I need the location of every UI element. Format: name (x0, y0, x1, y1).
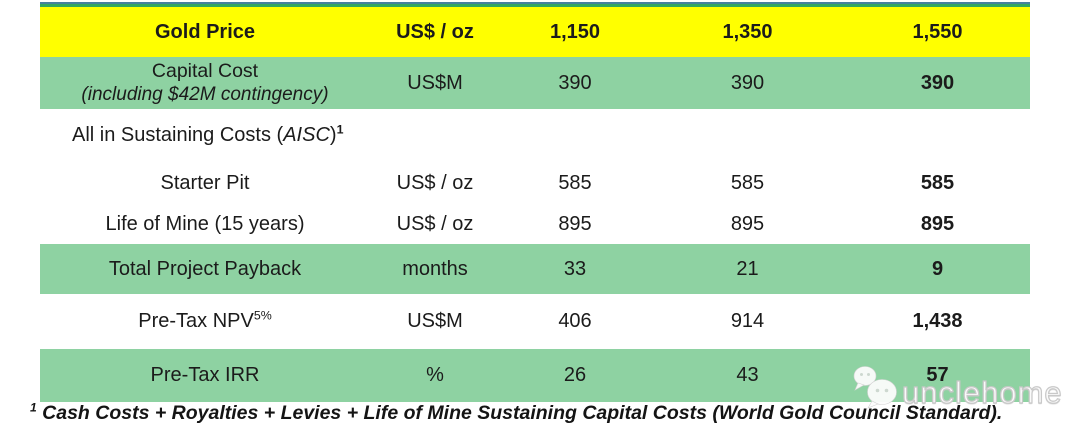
aisc-label-italic: AISC (283, 124, 330, 146)
aisc-label: All in Sustaining Costs (AISC)1 (40, 123, 650, 148)
capital-cost-sublabel: (including $42M contingency) (81, 84, 329, 106)
npv-unit: US$M (407, 310, 463, 332)
header-label: Gold Price (154, 20, 256, 43)
capital-cost-label-main: Capital Cost (151, 59, 259, 82)
capital-cost-value-3: 390 (920, 71, 955, 94)
irr-label: Pre-Tax IRR (150, 364, 260, 386)
aisc-label-superscript: 1 (336, 122, 344, 137)
npv-value-3: 1,438 (912, 310, 963, 332)
payback-value-3: 9 (931, 257, 944, 280)
table-row-capital-cost: Capital Cost (including $42M contingency… (40, 57, 1030, 109)
table-row-starter-pit: Starter Pit US$ / oz 585 585 585 (40, 162, 1030, 204)
header-value-1350: 1,350 (722, 20, 773, 43)
header-value-1550: 1,550 (912, 20, 963, 43)
life-of-mine-label: Life of Mine (15 years) (105, 212, 305, 235)
starter-pit-value-1: 585 (558, 171, 592, 194)
life-of-mine-unit: US$ / oz (396, 212, 474, 235)
table-row-npv: Pre-Tax NPV5% US$M 406 914 1,438 (40, 294, 1030, 349)
payback-unit: months (402, 257, 468, 280)
table-row-aisc-header: All in Sustaining Costs (AISC)1 (40, 109, 1030, 162)
aisc-label-suffix: ) (329, 124, 337, 146)
payback-value-2: 21 (736, 257, 759, 280)
header-unit: US$ / oz (396, 20, 474, 43)
table-row-life-of-mine: Life of Mine (15 years) US$ / oz 895 895… (40, 204, 1030, 244)
footnote: 1 Cash Costs + Royalties + Levies + Life… (30, 400, 1003, 425)
starter-pit-label: Starter Pit (160, 171, 250, 194)
capital-cost-unit: US$M (407, 71, 463, 94)
life-of-mine-value-1: 895 (558, 212, 592, 235)
starter-pit-unit: US$ / oz (396, 171, 474, 194)
capital-cost-value-2: 390 (730, 71, 765, 94)
wechat-icon (853, 366, 897, 409)
table-row-payback: Total Project Payback months 33 21 9 (40, 244, 1030, 294)
capital-cost-value-1: 390 (558, 71, 592, 94)
npv-label-superscript: 5% (253, 308, 272, 323)
starter-pit-value-2: 585 (730, 171, 765, 194)
npv-label-main: Pre-Tax NPV (138, 310, 254, 332)
starter-pit-value-3: 585 (920, 171, 955, 194)
aisc-label-prefix: All in Sustaining Costs ( (72, 124, 284, 146)
npv-label: Pre-Tax NPV5% (40, 309, 370, 334)
payback-value-1: 33 (563, 257, 587, 280)
table-header-row: Gold Price US$ / oz 1,150 1,350 1,550 (40, 7, 1030, 57)
irr-value-2: 43 (736, 364, 759, 386)
irr-value-1: 26 (563, 364, 587, 386)
capital-cost-label: Capital Cost (including $42M contingency… (40, 59, 370, 107)
life-of-mine-value-3: 895 (920, 212, 955, 235)
payback-label: Total Project Payback (108, 257, 302, 280)
npv-value-1: 406 (558, 310, 592, 332)
watermark: unclehome (852, 364, 1063, 410)
gold-price-sensitivity-table: Gold Price US$ / oz 1,150 1,350 1,550 Ca… (40, 2, 1030, 402)
irr-value-3: 57 (926, 364, 949, 386)
header-value-1150: 1,150 (549, 20, 601, 43)
footnote-superscript: 1 (30, 400, 37, 415)
npv-value-2: 914 (730, 310, 765, 332)
watermark-text: unclehome (901, 375, 1063, 410)
footnote-text: Cash Costs + Royalties + Levies + Life o… (36, 402, 1003, 424)
table-top-border-green (40, 4, 1030, 7)
table-top-border-blue (40, 2, 1030, 4)
irr-unit: % (426, 364, 444, 386)
life-of-mine-value-2: 895 (730, 212, 765, 235)
